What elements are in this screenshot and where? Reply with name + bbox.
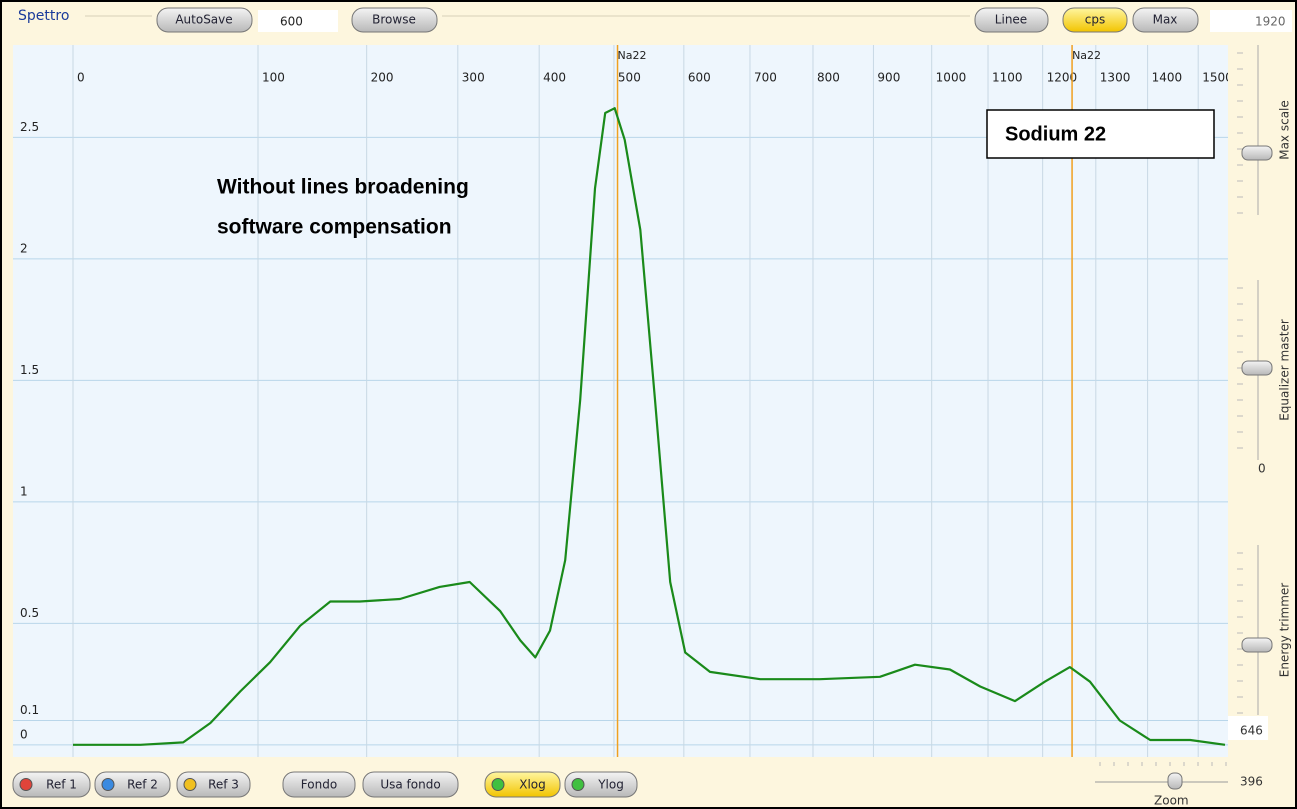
x-tick-label: 1300 xyxy=(1100,71,1131,85)
y-tick-label: 0.1 xyxy=(20,703,39,717)
browse-button[interactable] xyxy=(351,7,438,33)
slider-label: Energy trimmer xyxy=(1278,583,1292,678)
bottom-button-label: Ref 3 xyxy=(208,778,239,792)
bottom-button-label: Usa fondo xyxy=(380,778,440,792)
bottom-button-label: Fondo xyxy=(301,778,337,792)
y-tick-label: 0.5 xyxy=(20,606,39,620)
annotation: Without lines broadening xyxy=(217,176,469,199)
y-tick-label: 1 xyxy=(20,484,28,498)
slider-field[interactable] xyxy=(1228,716,1268,740)
y-tick-label: 2 xyxy=(20,241,28,255)
x-tick-label: 200 xyxy=(371,71,394,85)
x-tick-label: 1100 xyxy=(992,71,1023,85)
spectrum-line xyxy=(73,107,1226,746)
y-tick-label: 2.5 xyxy=(20,120,39,134)
bottom-button-label: Xlog xyxy=(519,778,546,792)
lines-button[interactable] xyxy=(974,7,1049,33)
browse-label: Browse xyxy=(372,13,416,27)
max-field[interactable] xyxy=(1210,10,1292,32)
zoom-thumb[interactable] xyxy=(1167,772,1183,790)
x-tick-label: 0 xyxy=(77,71,85,85)
plot-area xyxy=(13,45,1228,757)
bottom-button[interactable] xyxy=(564,771,638,798)
bottom-button-label: Ylog xyxy=(597,778,624,792)
zoom-label: Zoom xyxy=(1154,794,1189,808)
marker-label: Na22 xyxy=(618,49,647,62)
x-tick-label: 1400 xyxy=(1152,71,1183,85)
zoom-value: 396 xyxy=(1240,775,1263,789)
x-tick-label: 400 xyxy=(543,71,566,85)
autosave-label: AutoSave xyxy=(175,13,232,27)
app-title: Spettro xyxy=(18,8,69,24)
x-tick-label: 600 xyxy=(688,71,711,85)
slider-thumb[interactable] xyxy=(1241,360,1273,376)
x-tick-label: 300 xyxy=(462,71,485,85)
bottom-button[interactable] xyxy=(282,771,356,798)
x-tick-label: 1200 xyxy=(1047,71,1078,85)
max-value: 1920 xyxy=(1255,15,1286,29)
slider-thumb[interactable] xyxy=(1241,637,1273,653)
button-icon xyxy=(571,778,585,791)
y-tick-label: 1.5 xyxy=(20,363,39,377)
cps-button[interactable] xyxy=(1062,7,1128,33)
bottom-button[interactable] xyxy=(12,771,91,798)
bottom-button-label: Ref 1 xyxy=(46,778,77,792)
autosave-field[interactable] xyxy=(258,10,338,32)
button-icon xyxy=(19,778,33,791)
bottom-button[interactable] xyxy=(176,771,251,798)
max-button[interactable] xyxy=(1132,7,1199,33)
x-tick-label: 1000 xyxy=(936,71,967,85)
bottom-button-label: Ref 2 xyxy=(127,778,158,792)
x-tick-label: 800 xyxy=(817,71,840,85)
slider-value: 0 xyxy=(1258,462,1266,476)
x-tick-label: 100 xyxy=(262,71,285,85)
bottom-button[interactable] xyxy=(362,771,459,798)
lines-label: Linee xyxy=(995,13,1027,27)
slider-label: Equalizer master xyxy=(1278,319,1292,421)
marker-label: Na22 xyxy=(1072,49,1101,62)
x-tick-label: 900 xyxy=(877,71,900,85)
max-label: Max xyxy=(1153,13,1178,27)
slider-label: Max scale xyxy=(1278,100,1292,160)
bottom-button[interactable] xyxy=(94,771,171,798)
x-tick-label: 1500 xyxy=(1202,71,1233,85)
legend-label: Sodium 22 xyxy=(1005,123,1106,145)
autosave-value: 600 xyxy=(280,15,303,29)
slider-thumb[interactable] xyxy=(1241,145,1273,161)
autosave-button[interactable] xyxy=(156,7,253,33)
bottom-button[interactable] xyxy=(484,771,561,798)
button-icon xyxy=(101,778,115,791)
button-icon xyxy=(183,778,197,791)
y-tick-label: 0 xyxy=(20,727,28,741)
x-tick-label: 500 xyxy=(618,71,641,85)
slider-value: 646 xyxy=(1240,724,1263,738)
x-tick-label: 700 xyxy=(754,71,777,85)
legend-box xyxy=(986,109,1215,159)
button-icon xyxy=(491,778,505,791)
cps-label: cps xyxy=(1085,13,1105,27)
annotation: software compensation xyxy=(217,216,452,239)
